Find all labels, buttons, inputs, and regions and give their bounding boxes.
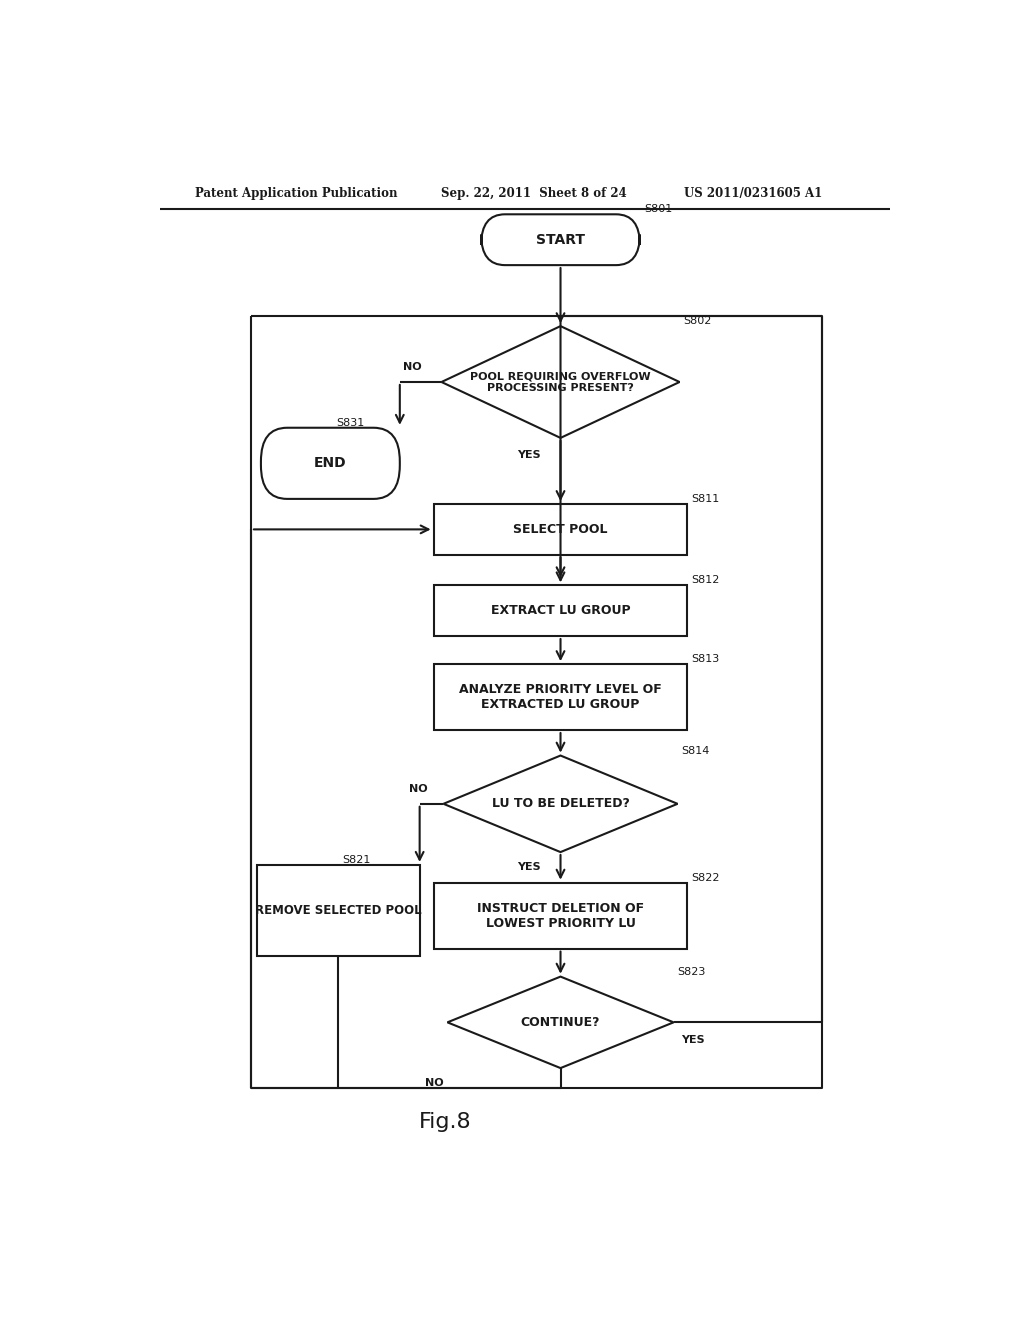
Text: POOL REQUIRING OVERFLOW
PROCESSING PRESENT?: POOL REQUIRING OVERFLOW PROCESSING PRESE… xyxy=(470,371,651,393)
FancyBboxPatch shape xyxy=(261,428,399,499)
Polygon shape xyxy=(441,326,680,438)
Text: START: START xyxy=(536,232,585,247)
Text: END: END xyxy=(314,457,347,470)
Text: S802: S802 xyxy=(684,315,712,326)
Text: S812: S812 xyxy=(691,576,720,585)
Text: S811: S811 xyxy=(691,494,720,504)
Text: Fig.8: Fig.8 xyxy=(419,1111,472,1133)
Bar xyxy=(433,504,687,554)
Bar xyxy=(433,585,687,636)
Text: Patent Application Publication: Patent Application Publication xyxy=(196,187,398,201)
Text: S813: S813 xyxy=(691,653,720,664)
Text: US 2011/0231605 A1: US 2011/0231605 A1 xyxy=(684,187,822,201)
Text: NO: NO xyxy=(409,784,428,793)
Bar xyxy=(433,883,687,949)
Text: YES: YES xyxy=(682,1035,706,1044)
Text: REMOVE SELECTED POOL: REMOVE SELECTED POOL xyxy=(255,904,422,917)
Text: SELECT POOL: SELECT POOL xyxy=(513,523,608,536)
Text: S814: S814 xyxy=(682,746,710,755)
Text: S831: S831 xyxy=(337,417,365,428)
Text: LU TO BE DELETED?: LU TO BE DELETED? xyxy=(492,797,630,810)
Text: YES: YES xyxy=(517,862,541,873)
Text: Sep. 22, 2011  Sheet 8 of 24: Sep. 22, 2011 Sheet 8 of 24 xyxy=(441,187,628,201)
Polygon shape xyxy=(443,755,678,853)
Text: INSTRUCT DELETION OF
LOWEST PRIORITY LU: INSTRUCT DELETION OF LOWEST PRIORITY LU xyxy=(477,902,644,929)
Text: EXTRACT LU GROUP: EXTRACT LU GROUP xyxy=(490,605,631,618)
Text: S823: S823 xyxy=(678,966,706,977)
Text: ANALYZE PRIORITY LEVEL OF
EXTRACTED LU GROUP: ANALYZE PRIORITY LEVEL OF EXTRACTED LU G… xyxy=(459,682,662,711)
Bar xyxy=(257,865,420,956)
Text: S821: S821 xyxy=(342,855,371,865)
Polygon shape xyxy=(447,977,674,1068)
Text: CONTINUE?: CONTINUE? xyxy=(521,1016,600,1028)
Text: S822: S822 xyxy=(691,873,720,883)
Text: YES: YES xyxy=(517,450,541,461)
FancyBboxPatch shape xyxy=(481,214,640,265)
Text: NO: NO xyxy=(403,362,422,372)
Bar xyxy=(433,664,687,730)
Text: S801: S801 xyxy=(644,205,672,214)
Text: NO: NO xyxy=(425,1078,443,1088)
